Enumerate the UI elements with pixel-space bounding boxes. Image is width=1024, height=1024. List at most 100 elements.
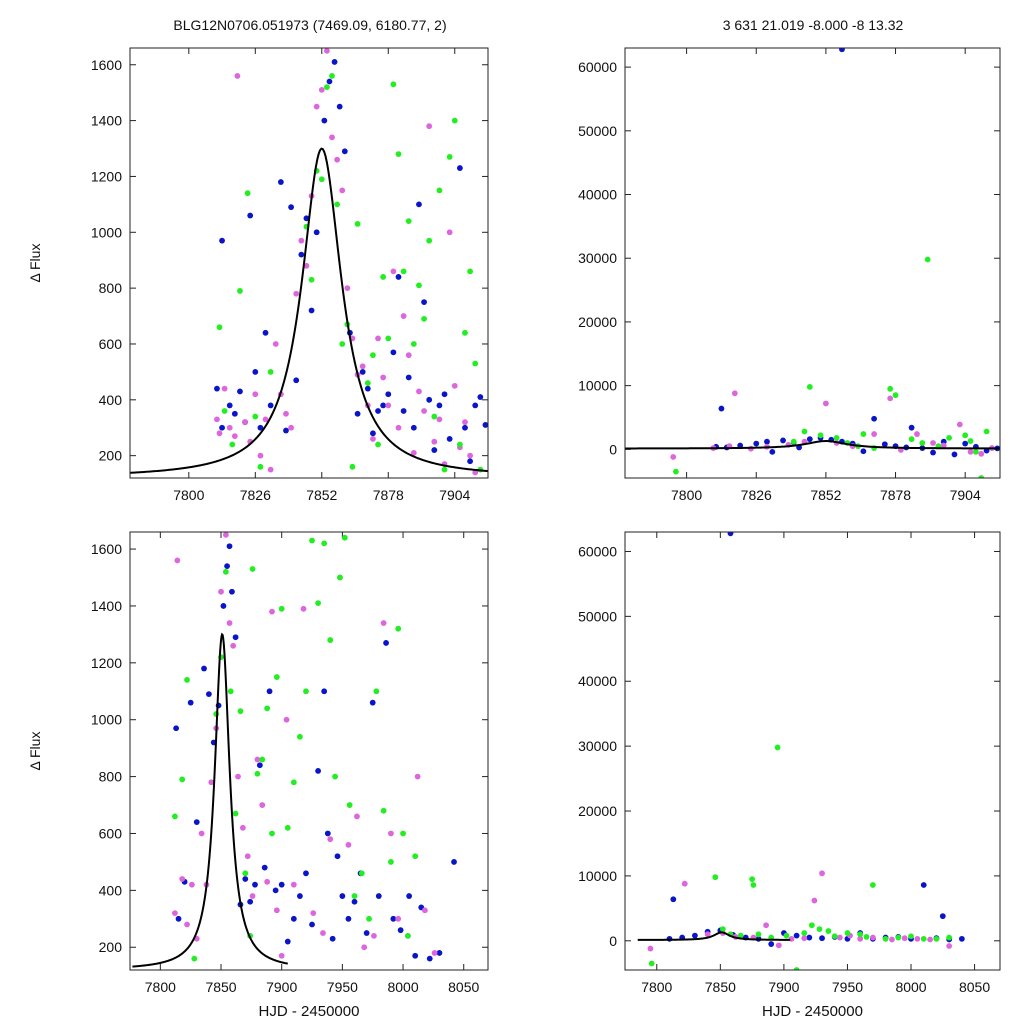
data-point-green xyxy=(273,674,280,680)
y-tick-label: 0 xyxy=(609,933,617,949)
data-point-blue xyxy=(400,408,407,414)
data-point-green xyxy=(946,434,953,441)
data-point-green xyxy=(860,431,867,437)
data-point-green xyxy=(400,830,406,837)
x-axis-label: HJD - 2450000 xyxy=(259,1003,360,1020)
y-tick-label: 0 xyxy=(609,441,617,457)
data-point-pink xyxy=(670,454,677,460)
data-point-green xyxy=(349,463,356,470)
data-point-green xyxy=(882,935,889,942)
data-point-pink xyxy=(871,431,878,437)
model-curve xyxy=(130,147,488,474)
y-tick-label: 50000 xyxy=(578,123,617,139)
x-tick-label: 7878 xyxy=(373,487,404,503)
data-point-blue xyxy=(939,913,946,920)
data-point-green xyxy=(962,432,969,439)
plot-frame xyxy=(129,531,489,971)
x-tick-label: 7800 xyxy=(641,979,672,995)
data-point-pink xyxy=(244,853,251,860)
data-point-green xyxy=(354,221,361,227)
data-point-pink xyxy=(451,382,458,389)
data-point-green xyxy=(816,926,823,933)
data-point-green xyxy=(410,341,417,347)
data-point-pink xyxy=(421,408,427,414)
data-point-blue xyxy=(727,532,734,537)
data-point-blue xyxy=(219,237,225,244)
y-tick-label: 400 xyxy=(99,392,123,408)
data-point-blue xyxy=(370,430,376,437)
data-point-green xyxy=(672,468,679,475)
data-point-pink xyxy=(231,433,238,440)
chart-panels: 7800 7826 7852 7878 7904 200 400 600 800 1000 1200… xyxy=(27,47,1001,1020)
data-point-green xyxy=(719,926,726,933)
y-tick-label: 60000 xyxy=(578,543,617,559)
y-tick-label: 1600 xyxy=(91,57,122,73)
data-point-pink xyxy=(318,86,325,93)
data-point-green xyxy=(801,428,808,435)
data-point-blue xyxy=(860,448,867,455)
data-point-pink xyxy=(371,932,377,939)
data-point-pink xyxy=(889,936,895,943)
data-point-pink xyxy=(927,936,933,943)
data-point-pink xyxy=(410,449,417,456)
data-point-green xyxy=(793,967,800,970)
data-point-green xyxy=(395,151,402,158)
data-point-blue xyxy=(920,882,927,888)
points-layer xyxy=(670,48,1000,478)
data-point-blue xyxy=(363,930,370,936)
data-point-green xyxy=(388,859,394,865)
data-point-blue xyxy=(364,385,371,392)
data-point-blue xyxy=(336,103,343,110)
data-point-green xyxy=(946,934,953,941)
data-point-pink xyxy=(431,950,438,956)
x-tick-label: 7900 xyxy=(768,979,799,995)
data-point-green xyxy=(844,930,851,936)
data-point-blue xyxy=(252,881,258,888)
data-point-green xyxy=(790,438,797,445)
data-point-pink xyxy=(822,400,829,407)
data-point-blue xyxy=(220,603,227,609)
data-point-blue xyxy=(277,179,284,185)
data-point-pink xyxy=(303,262,310,269)
data-point-blue xyxy=(670,896,677,903)
data-point-green xyxy=(801,930,808,936)
data-point-blue xyxy=(262,329,269,336)
data-point-pink xyxy=(184,921,190,928)
plot-frame xyxy=(129,47,489,479)
data-point-blue xyxy=(780,437,786,444)
data-point-pink xyxy=(300,605,307,612)
data-point-blue xyxy=(309,921,315,928)
data-point-pink xyxy=(405,352,412,359)
data-point-pink xyxy=(359,363,366,370)
data-point-blue xyxy=(288,204,294,211)
data-point-pink xyxy=(329,134,335,141)
plot-frame xyxy=(624,531,1001,971)
data-point-pink xyxy=(819,870,825,877)
data-point-blue xyxy=(819,935,825,942)
data-point-green xyxy=(390,81,397,88)
data-point-pink xyxy=(354,813,360,820)
data-point-green xyxy=(308,276,315,283)
data-point-green xyxy=(179,776,186,783)
data-point-blue xyxy=(390,915,397,922)
data-point-pink xyxy=(380,374,387,381)
data-point-green xyxy=(267,368,274,375)
data-point-blue xyxy=(175,915,182,922)
data-point-green xyxy=(446,153,453,160)
data-point-green xyxy=(191,955,198,962)
data-point-blue xyxy=(303,215,310,222)
data-point-green xyxy=(385,335,392,342)
data-point-pink xyxy=(940,442,947,449)
data-point-pink xyxy=(421,907,428,914)
data-point-green xyxy=(831,933,838,940)
data-point-pink xyxy=(857,935,864,942)
data-point-pink xyxy=(978,450,985,457)
data-point-pink xyxy=(214,416,220,423)
data-point-green xyxy=(825,928,832,934)
data-point-pink xyxy=(327,836,334,843)
data-point-green xyxy=(339,341,346,347)
data-point-blue xyxy=(446,436,453,442)
data-point-green xyxy=(908,436,915,443)
y-tick-label: 30000 xyxy=(578,738,617,754)
data-point-blue xyxy=(871,415,878,422)
